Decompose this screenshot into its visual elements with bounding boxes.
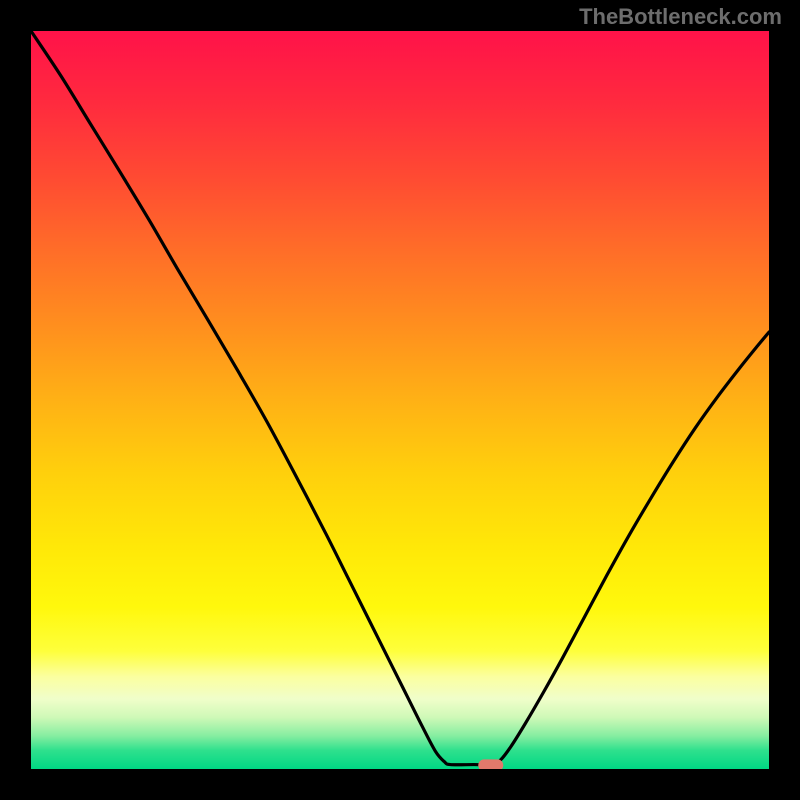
gradient-background — [31, 31, 769, 769]
optimum-marker — [478, 759, 503, 769]
watermark-text: TheBottleneck.com — [579, 4, 782, 30]
chart-frame: TheBottleneck.com — [0, 0, 800, 800]
bottleneck-chart — [31, 31, 769, 769]
